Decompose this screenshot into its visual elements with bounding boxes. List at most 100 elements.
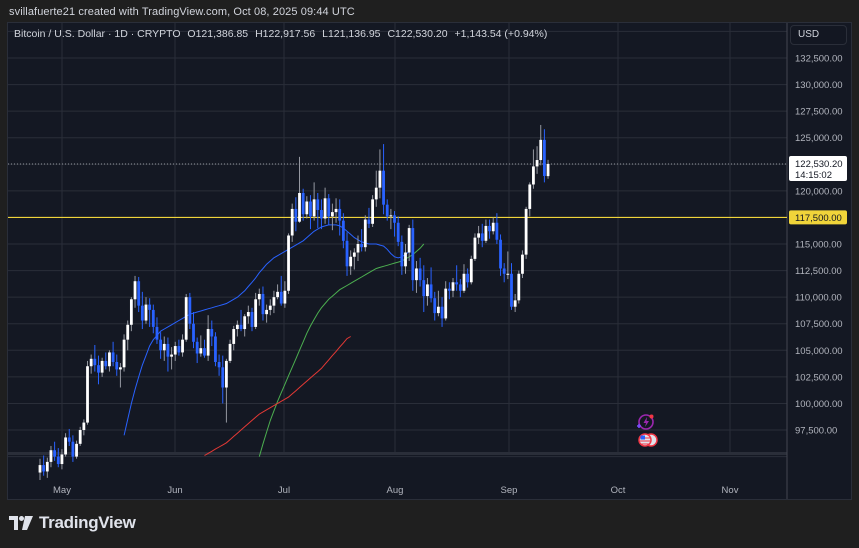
candle[interactable] <box>374 170 378 207</box>
candle[interactable] <box>426 278 429 306</box>
candle[interactable] <box>122 334 126 372</box>
candle[interactable] <box>466 268 470 288</box>
candle[interactable] <box>111 341 115 367</box>
candle[interactable] <box>334 198 338 223</box>
candle[interactable] <box>331 203 334 231</box>
candle[interactable] <box>206 315 210 361</box>
candle[interactable] <box>524 206 528 259</box>
candle[interactable] <box>290 203 294 242</box>
candle[interactable] <box>316 192 320 229</box>
candle[interactable] <box>257 288 261 306</box>
candle[interactable] <box>42 455 46 476</box>
candle[interactable] <box>173 341 177 361</box>
candle[interactable] <box>228 339 232 364</box>
candle[interactable] <box>60 449 64 470</box>
candle[interactable] <box>159 332 163 359</box>
candle[interactable] <box>473 233 477 262</box>
candle[interactable] <box>108 350 111 372</box>
candle[interactable] <box>305 196 309 219</box>
candle[interactable] <box>455 265 459 291</box>
candle[interactable] <box>210 320 214 347</box>
candle[interactable] <box>214 332 217 367</box>
candle[interactable] <box>45 457 49 478</box>
candle[interactable] <box>192 312 195 349</box>
candle[interactable] <box>327 194 331 225</box>
candle[interactable] <box>232 325 236 351</box>
candle[interactable] <box>436 290 440 317</box>
candle[interactable] <box>100 357 104 377</box>
candle[interactable] <box>148 298 152 327</box>
candle[interactable] <box>181 334 184 357</box>
candle[interactable] <box>272 290 276 314</box>
candle[interactable] <box>510 263 513 310</box>
candle[interactable] <box>177 339 181 356</box>
candle[interactable] <box>502 263 506 283</box>
candle[interactable] <box>411 219 415 291</box>
candle[interactable] <box>75 440 78 459</box>
candle[interactable] <box>155 317 159 344</box>
candle[interactable] <box>151 304 155 334</box>
candle[interactable] <box>312 182 316 221</box>
candle[interactable] <box>532 149 535 189</box>
candle[interactable] <box>451 278 455 298</box>
candle[interactable] <box>422 265 426 313</box>
candle[interactable] <box>162 336 166 361</box>
candle[interactable] <box>235 320 239 337</box>
us-economic-event-icon[interactable] <box>638 433 658 447</box>
time-axis[interactable]: May Jun Jul Aug Sep Oct Nov <box>53 485 739 496</box>
candle[interactable] <box>517 270 521 304</box>
candle[interactable] <box>542 129 546 183</box>
candle[interactable] <box>38 458 42 480</box>
candle[interactable] <box>447 282 451 300</box>
candle[interactable] <box>166 337 170 372</box>
candle[interactable] <box>338 199 342 236</box>
candle[interactable] <box>521 250 524 279</box>
candle[interactable] <box>225 358 228 423</box>
candle[interactable] <box>86 360 89 425</box>
candle[interactable] <box>78 426 82 446</box>
candle[interactable] <box>458 279 462 298</box>
candle[interactable] <box>491 217 495 235</box>
candle[interactable] <box>378 149 382 199</box>
candle[interactable] <box>64 433 67 457</box>
candle[interactable] <box>279 275 283 306</box>
candle[interactable] <box>415 261 418 293</box>
candle[interactable] <box>400 235 404 275</box>
candle[interactable] <box>323 187 327 224</box>
candle[interactable] <box>184 293 188 342</box>
candle[interactable] <box>404 244 407 274</box>
candle[interactable] <box>254 292 258 330</box>
candle[interactable] <box>144 297 148 324</box>
candle[interactable] <box>239 309 243 332</box>
candle[interactable] <box>345 232 349 276</box>
candle[interactable] <box>126 320 130 351</box>
candle[interactable] <box>119 363 122 388</box>
candle[interactable] <box>71 435 75 462</box>
candle[interactable] <box>137 276 141 313</box>
candle[interactable] <box>539 124 543 166</box>
candle[interactable] <box>433 291 437 321</box>
tradingview-logo[interactable]: TradingView <box>9 513 136 533</box>
candle[interactable] <box>133 275 137 308</box>
candle[interactable] <box>341 213 345 249</box>
crypto-event-icon[interactable] <box>637 414 654 430</box>
candle[interactable] <box>67 428 71 446</box>
candle[interactable] <box>217 354 221 376</box>
candle[interactable] <box>480 223 484 248</box>
candle[interactable] <box>469 255 473 285</box>
candle[interactable] <box>506 251 510 280</box>
candle[interactable] <box>294 197 298 232</box>
candle[interactable] <box>371 195 375 228</box>
candle[interactable] <box>440 297 444 327</box>
candle[interactable] <box>97 355 100 385</box>
candle[interactable] <box>429 267 433 303</box>
candle[interactable] <box>367 207 371 229</box>
candle[interactable] <box>546 159 550 179</box>
price-axis[interactable]: 132,500.00 130,000.00 127,500.00 125,000.00… <box>789 54 847 437</box>
candle[interactable] <box>53 441 57 461</box>
candle[interactable] <box>444 281 448 321</box>
candle[interactable] <box>276 284 279 300</box>
candle[interactable] <box>104 352 108 370</box>
candle[interactable] <box>356 235 360 262</box>
